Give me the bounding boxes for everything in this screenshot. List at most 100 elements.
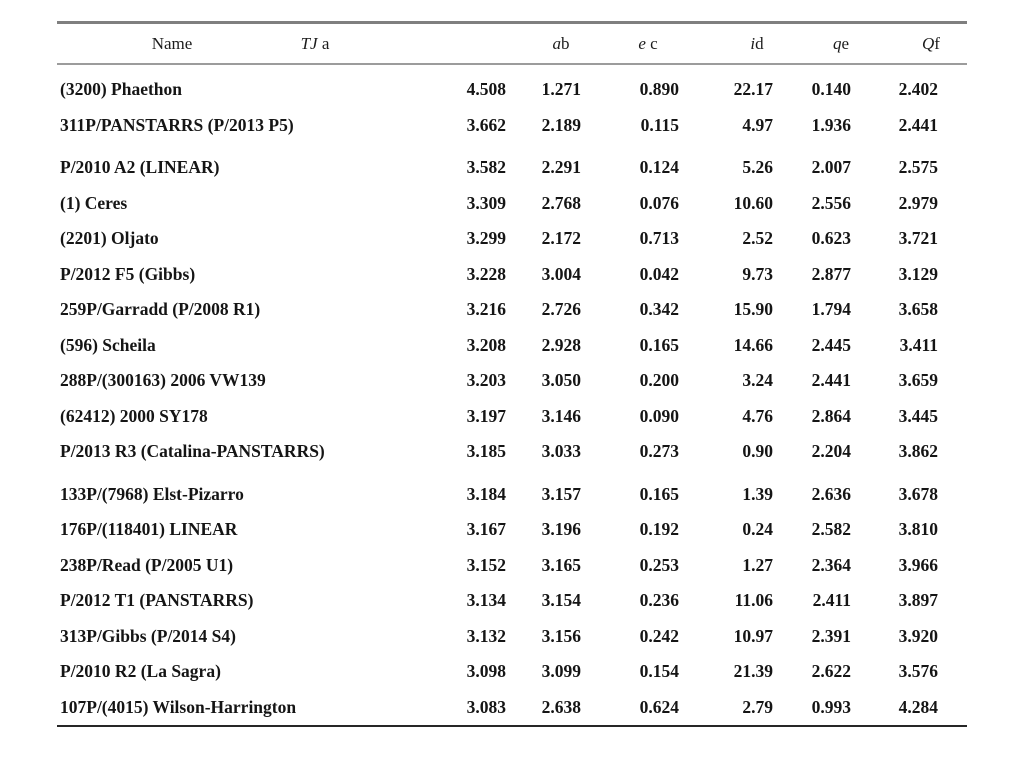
value-e: 0.115	[640, 114, 679, 135]
value-q: 3.445	[898, 405, 938, 426]
table-row: 133P/(7968) Elst-Pizarro 3.184 3.157 0.165 1…	[57, 477, 967, 513]
value-e: 0.273	[639, 441, 679, 461]
table-row: P/2012 F5 (Gibbs) 3.228 3.004 0.042 9.73 2.87…	[57, 257, 967, 293]
value-q: 2.877	[811, 263, 851, 284]
value-e: 0.236	[639, 590, 679, 610]
value-q: 2.007	[811, 157, 851, 177]
value-e: 0.200	[639, 370, 679, 390]
footnote-marker: e	[841, 34, 850, 53]
value-i: 5.26	[742, 157, 773, 177]
value-a: 3.146	[541, 405, 581, 426]
value-q: 0.623	[811, 228, 851, 248]
footnote-marker: b	[561, 34, 570, 53]
value-i: 2.79	[742, 696, 773, 717]
value-e: 0.165	[639, 483, 679, 504]
value-tj: 3.134	[466, 590, 506, 610]
value-i: 10.97	[733, 625, 773, 646]
value-a: 3.050	[541, 370, 581, 390]
value-a: 2.189	[541, 114, 581, 135]
object-name: P/2012 F5 (Gibbs)	[60, 263, 196, 284]
footnote-marker: c	[645, 34, 658, 53]
value-a: 3.033	[541, 441, 581, 461]
table-row: 238P/Read (P/2005 U1) 3.152 3.165 0.253 1.27…	[57, 548, 967, 584]
value-q: 3.659	[898, 370, 938, 390]
object-name: (596) Scheila	[60, 334, 156, 355]
object-name: 259P/Garradd (P/2008 R1)	[60, 299, 261, 319]
value-a: 3.165	[541, 554, 581, 575]
value-e: 0.242	[639, 625, 679, 646]
value-q: 3.966	[898, 554, 938, 575]
object-name: 107P/(4015) Wilson-Harrington	[60, 696, 297, 717]
table-top-rule	[57, 21, 967, 24]
value-tj: 3.203	[466, 370, 506, 390]
column-symbol: i	[750, 34, 756, 53]
table-row: (3200) Phaethon 4.508 1.271 0.890 22.17 0.140…	[57, 72, 967, 108]
value-a: 3.156	[541, 625, 581, 646]
value-a: 3.004	[541, 263, 581, 284]
value-a: 3.099	[541, 661, 581, 681]
object-name: P/2012 T1 (PANSTARRS)	[60, 590, 254, 610]
value-e: 0.124	[639, 157, 679, 177]
value-a: 2.928	[541, 334, 581, 355]
column-header-a: ab	[553, 26, 570, 62]
value-q: 2.864	[811, 405, 851, 426]
value-q: 2.582	[811, 519, 851, 539]
value-e: 0.090	[639, 405, 679, 426]
value-tj: 4.508	[466, 79, 506, 99]
value-i: 2.52	[742, 228, 773, 248]
column-symbol: Name	[151, 34, 193, 53]
column-header-i: id	[750, 26, 763, 62]
value-i: 15.90	[733, 299, 773, 319]
value-q: 2.622	[811, 661, 851, 681]
value-tj: 3.197	[466, 405, 506, 426]
column-symbol: TJ	[300, 34, 318, 53]
value-q: 2.402	[898, 79, 938, 99]
table-row: 288P/(300163) 2006 VW139 3.203 3.050 0.200 3…	[57, 363, 967, 399]
value-q: 3.897	[898, 590, 938, 610]
value-q: 4.284	[898, 696, 938, 717]
value-a: 3.196	[541, 519, 581, 539]
value-e: 0.253	[639, 554, 679, 575]
value-tj: 3.083	[466, 696, 506, 717]
value-q: 1.794	[811, 299, 851, 319]
column-symbol: a	[552, 34, 562, 53]
value-q: 2.979	[898, 192, 938, 213]
table-row: 107P/(4015) Wilson-Harrington 3.083 2.638 0…	[57, 690, 967, 726]
table-row: 259P/Garradd (P/2008 R1) 3.216 2.726 0.342 1…	[57, 292, 967, 328]
value-q: 2.636	[811, 483, 851, 504]
value-i: 0.24	[742, 519, 773, 539]
value-q: 0.140	[811, 79, 851, 99]
value-q: 2.204	[811, 441, 851, 461]
object-name: 313P/Gibbs (P/2014 S4)	[60, 625, 236, 646]
table-row: 311P/PANSTARRS (P/2013 P5) 3.662 2.189 0.11…	[57, 108, 967, 144]
value-q: 2.441	[898, 114, 938, 135]
table-row: P/2010 A2 (LINEAR) 3.582 2.291 0.124 5.26 2.0…	[57, 150, 967, 186]
footnote-marker: f	[934, 34, 940, 53]
value-tj: 3.216	[466, 299, 506, 319]
value-q: 3.721	[898, 228, 938, 248]
value-tj: 3.582	[466, 157, 506, 177]
table-header-row: Name TJ a ab e c id qe Qf	[57, 26, 967, 62]
value-q: 2.411	[812, 590, 851, 610]
value-a: 2.768	[541, 192, 581, 213]
value-q: 3.862	[898, 441, 938, 461]
value-e: 0.165	[639, 334, 679, 355]
value-e: 0.076	[639, 192, 679, 213]
column-symbol: Q	[922, 34, 935, 53]
value-tj: 3.299	[466, 228, 506, 248]
table-row: (2201) Oljato 3.299 2.172 0.713 2.52 0.623 3.7…	[57, 221, 967, 257]
value-q: 1.936	[811, 114, 851, 135]
value-i: 9.73	[742, 263, 773, 284]
value-i: 21.39	[733, 661, 773, 681]
object-name: 311P/PANSTARRS (P/2013 P5)	[60, 114, 294, 135]
object-name: (1) Ceres	[60, 192, 128, 213]
value-i: 10.60	[733, 192, 773, 213]
object-name: P/2010 R2 (La Sagra)	[60, 661, 221, 681]
column-header-q: Qf	[922, 26, 940, 62]
value-q: 3.678	[898, 483, 938, 504]
value-tj: 3.185	[466, 441, 506, 461]
value-e: 0.154	[639, 661, 679, 681]
value-q: 3.576	[898, 661, 938, 681]
value-a: 2.172	[541, 228, 581, 248]
value-tj: 3.167	[466, 519, 506, 539]
